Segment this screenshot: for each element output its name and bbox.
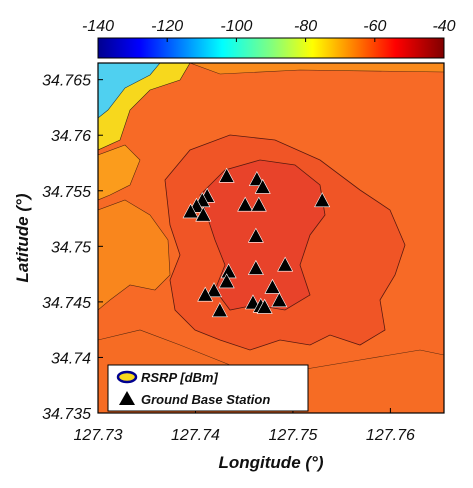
- plot-frame: [97, 62, 445, 414]
- colorbar-tick-label: -100: [220, 18, 252, 35]
- y-axis-label: Latitude (°): [13, 193, 32, 282]
- base-station-marker: [277, 256, 294, 272]
- y-tick-label: 34.745: [42, 295, 91, 312]
- legend-box: [107, 364, 309, 412]
- rsrp-field: [98, 63, 444, 413]
- base-station-marker: [237, 196, 254, 212]
- base-station-marker: [205, 282, 222, 298]
- base-station-marker: [218, 273, 235, 289]
- base-station-marker: [195, 206, 212, 222]
- y-tick-label: 34.755: [42, 184, 91, 201]
- legend-triangle-icon: [119, 391, 135, 405]
- legend-contour-icon: [116, 370, 138, 384]
- x-tick-label: 127.73: [74, 427, 123, 444]
- base-station-marker: [248, 171, 265, 186]
- colorbar-tick-label: -40: [432, 18, 455, 35]
- y-tick-label: 34.75: [51, 239, 91, 256]
- base-station-marker: [314, 192, 331, 208]
- legend-label-base-station: Ground Base Station: [141, 392, 270, 407]
- base-station-markers: [182, 167, 331, 318]
- field-far-northwest-sea: [98, 63, 161, 119]
- legend-label-rsrp: RSRP [dBm]: [141, 370, 218, 385]
- field-west-sea: [98, 199, 171, 311]
- field-west-orange-band: [98, 144, 141, 201]
- colorbar-tick-label: -120: [151, 18, 183, 35]
- base-station-marker: [256, 298, 273, 314]
- x-tick-label: 127.76: [366, 427, 415, 444]
- colorbar-gradient: [97, 37, 445, 59]
- base-station-marker: [182, 203, 199, 219]
- field-north-strip: [189, 63, 444, 75]
- base-station-marker: [254, 178, 271, 194]
- base-station-marker: [218, 167, 235, 183]
- base-station-marker: [247, 259, 264, 275]
- base-station-marker: [250, 196, 267, 212]
- base-station-marker: [247, 227, 264, 243]
- base-station-marker: [271, 292, 288, 308]
- colorbar-ticks: -140 -120 -100 -80 -60 -40: [82, 18, 456, 42]
- plot-area: 127.73 127.74 127.75 127.76 34.735 34.74 34.74…: [42, 62, 445, 444]
- y-tick-label: 34.765: [42, 73, 91, 90]
- x-tick-label: 127.75: [268, 427, 317, 444]
- colorbar-tick-label: -140: [82, 18, 114, 35]
- axis-ticks: 127.73 127.74 127.75 127.76 34.735 34.74 34.74…: [42, 73, 415, 444]
- y-tick-label: 34.76: [51, 128, 91, 145]
- colorbar-tick-label: -80: [294, 18, 317, 35]
- base-station-marker: [197, 286, 214, 302]
- legend: RSRP [dBm] Ground Base Station: [107, 364, 309, 412]
- y-tick-label: 34.74: [51, 350, 91, 367]
- colorbar-tick-label: -60: [363, 18, 386, 35]
- base-station-marker: [211, 302, 228, 318]
- base-station-marker: [264, 278, 281, 294]
- x-axis-label: Longitude (°): [219, 453, 324, 472]
- y-tick-label: 34.735: [42, 406, 91, 423]
- colorbar: -140 -120 -100 -80 -60 -40: [82, 18, 456, 59]
- x-tick-label: 127.74: [171, 427, 220, 444]
